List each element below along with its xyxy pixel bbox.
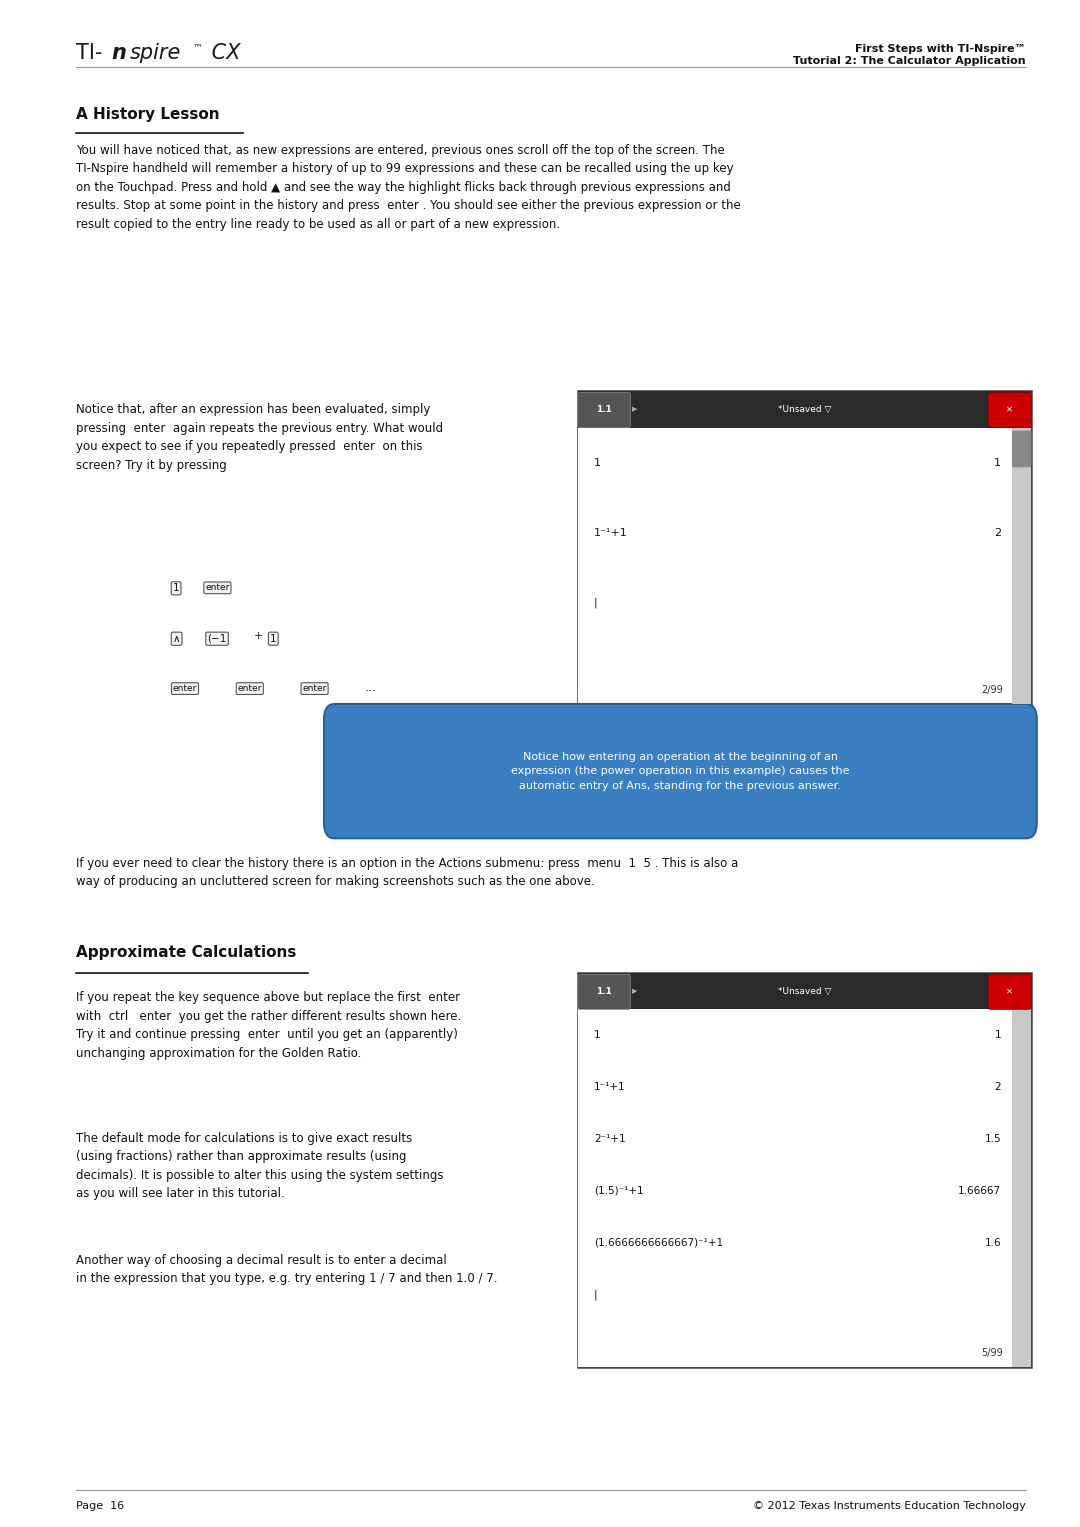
Text: 1: 1 bbox=[995, 458, 1001, 467]
Text: TI-: TI- bbox=[76, 43, 102, 63]
Text: enter: enter bbox=[205, 583, 230, 592]
Text: 1.5: 1.5 bbox=[985, 1135, 1001, 1144]
FancyBboxPatch shape bbox=[578, 973, 1031, 1367]
FancyBboxPatch shape bbox=[1012, 428, 1031, 704]
Text: If you repeat the key sequence above but replace the first  enter 
with  ctrl   : If you repeat the key sequence above but… bbox=[76, 991, 463, 1060]
Text: Notice how entering an operation at the beginning of an
expression (the power op: Notice how entering an operation at the … bbox=[511, 751, 850, 791]
Text: spire: spire bbox=[130, 43, 181, 63]
Text: ™: ™ bbox=[192, 41, 202, 52]
Text: ✕: ✕ bbox=[1007, 405, 1013, 414]
Text: ▶: ▶ bbox=[632, 988, 637, 994]
Text: Tutorial 2: The Calculator Application: Tutorial 2: The Calculator Application bbox=[794, 56, 1026, 67]
Text: 1: 1 bbox=[594, 1031, 600, 1040]
Text: 1: 1 bbox=[995, 1031, 1001, 1040]
Text: 1.66667: 1.66667 bbox=[958, 1186, 1001, 1196]
Text: A History Lesson: A History Lesson bbox=[76, 107, 219, 122]
Text: 2/99: 2/99 bbox=[982, 684, 1003, 695]
Text: *Unsaved ▽: *Unsaved ▽ bbox=[778, 405, 832, 414]
Text: 2⁻¹+1: 2⁻¹+1 bbox=[594, 1135, 625, 1144]
Text: If you ever need to clear the history there is an option in the Actions submenu:: If you ever need to clear the history th… bbox=[76, 857, 738, 889]
Text: |: | bbox=[594, 599, 597, 608]
Text: 1: 1 bbox=[173, 583, 179, 594]
FancyBboxPatch shape bbox=[988, 974, 1031, 1009]
Text: First Steps with TI-Nspire™: First Steps with TI-Nspire™ bbox=[855, 44, 1026, 55]
Text: 2: 2 bbox=[995, 1083, 1001, 1092]
FancyBboxPatch shape bbox=[578, 391, 1031, 428]
Text: 1⁻¹+1: 1⁻¹+1 bbox=[594, 1083, 625, 1092]
Text: enter: enter bbox=[173, 684, 198, 693]
Text: © 2012 Texas Instruments Education Technology: © 2012 Texas Instruments Education Techn… bbox=[753, 1501, 1026, 1512]
FancyBboxPatch shape bbox=[1012, 1009, 1031, 1367]
FancyBboxPatch shape bbox=[578, 391, 1031, 704]
Text: 1.1: 1.1 bbox=[596, 405, 611, 414]
Text: |: | bbox=[594, 1289, 597, 1299]
Text: *Unsaved ▽: *Unsaved ▽ bbox=[778, 986, 832, 996]
FancyBboxPatch shape bbox=[578, 974, 631, 1009]
Text: enter: enter bbox=[302, 684, 327, 693]
Text: (−1: (−1 bbox=[207, 634, 227, 644]
Text: +: + bbox=[254, 631, 264, 641]
Text: ∧: ∧ bbox=[173, 634, 180, 644]
Text: Page  16: Page 16 bbox=[76, 1501, 124, 1512]
FancyBboxPatch shape bbox=[988, 392, 1031, 428]
FancyBboxPatch shape bbox=[578, 392, 631, 428]
Text: 1.1: 1.1 bbox=[596, 986, 611, 996]
Text: Notice that, after an expression has been evaluated, simply
pressing  enter  aga: Notice that, after an expression has bee… bbox=[76, 403, 443, 472]
Text: 2: 2 bbox=[994, 528, 1001, 538]
Text: ...: ... bbox=[365, 681, 377, 695]
FancyBboxPatch shape bbox=[578, 973, 1031, 1009]
Text: You will have noticed that, as new expressions are entered, previous ones scroll: You will have noticed that, as new expre… bbox=[76, 144, 741, 231]
FancyBboxPatch shape bbox=[324, 704, 1037, 838]
Text: ✕: ✕ bbox=[1007, 986, 1013, 996]
Text: (1.6666666666667)⁻¹+1: (1.6666666666667)⁻¹+1 bbox=[594, 1238, 724, 1248]
FancyBboxPatch shape bbox=[1012, 431, 1031, 467]
Bar bbox=[578, 1009, 1012, 1367]
Text: 5/99: 5/99 bbox=[982, 1347, 1003, 1358]
Text: CX: CX bbox=[205, 43, 241, 63]
Text: enter: enter bbox=[238, 684, 262, 693]
Text: 1⁻¹+1: 1⁻¹+1 bbox=[594, 528, 627, 538]
Text: 1: 1 bbox=[270, 634, 276, 644]
Text: 1: 1 bbox=[594, 458, 600, 467]
Text: 1.6: 1.6 bbox=[985, 1238, 1001, 1248]
Text: (1.5)⁻¹+1: (1.5)⁻¹+1 bbox=[594, 1186, 644, 1196]
Text: n: n bbox=[111, 43, 126, 63]
Text: The default mode for calculations is to give exact results
(using fractions) rat: The default mode for calculations is to … bbox=[76, 1132, 443, 1200]
Bar bbox=[578, 428, 1012, 704]
Text: Another way of choosing a decimal result is to enter a decimal
in the expression: Another way of choosing a decimal result… bbox=[76, 1254, 497, 1286]
Text: ▶: ▶ bbox=[632, 406, 637, 412]
Text: Approximate Calculations: Approximate Calculations bbox=[76, 945, 296, 960]
